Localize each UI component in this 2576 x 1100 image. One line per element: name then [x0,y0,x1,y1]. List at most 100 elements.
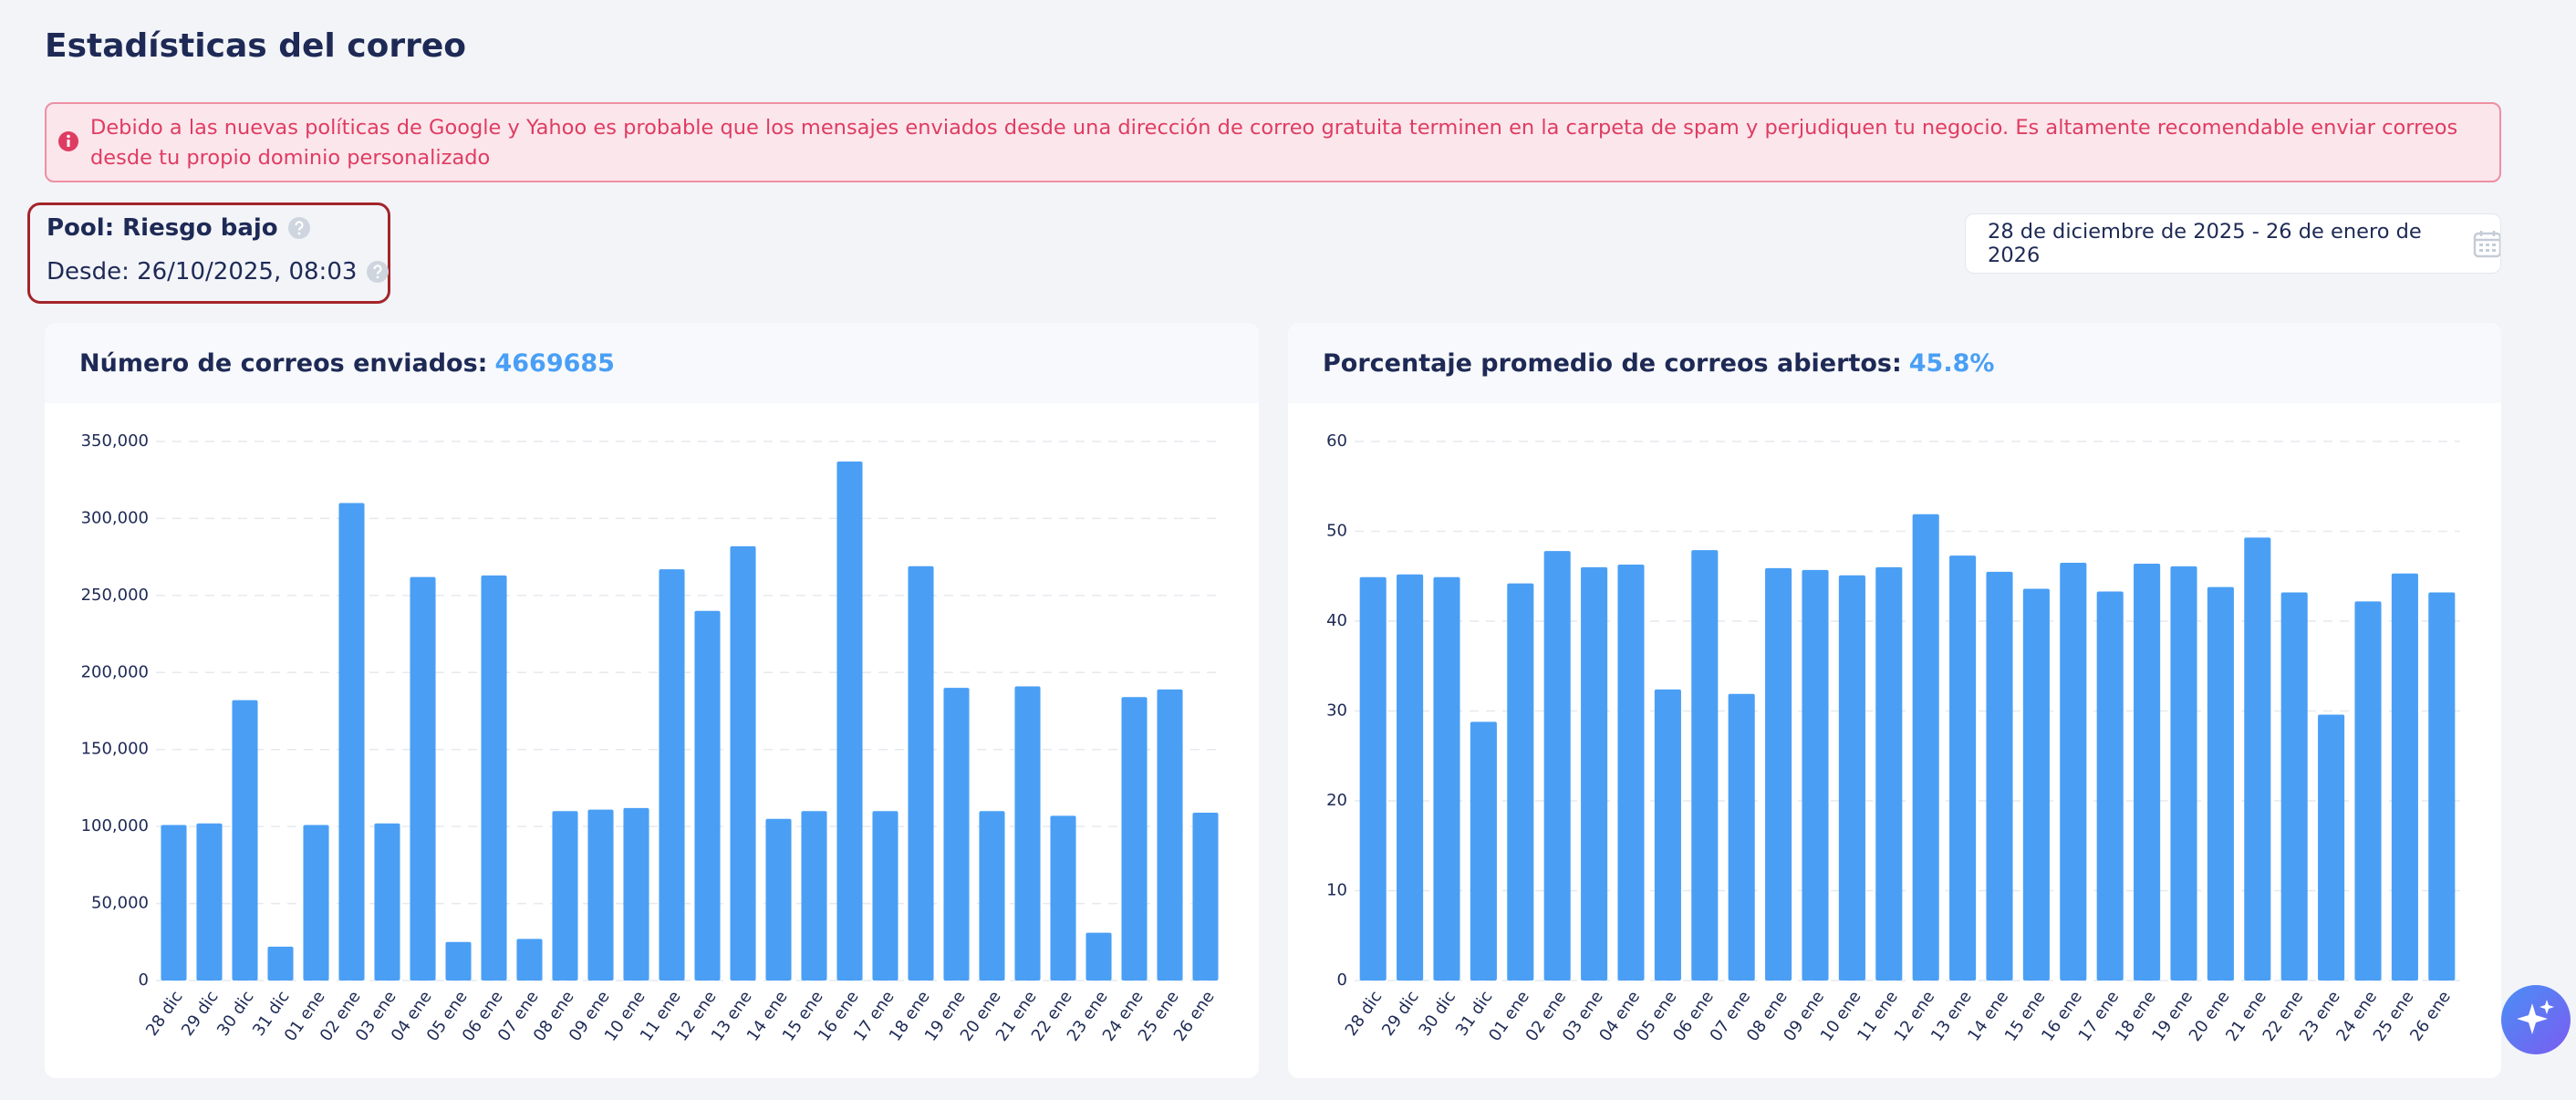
bar [1543,551,1571,981]
bar [303,825,329,981]
y-tick-label: 50 [1326,522,1347,541]
bar [374,823,400,981]
bar [694,610,721,981]
bar [1507,583,1534,981]
bar [232,700,258,981]
bar [2280,592,2308,981]
bar [2244,537,2271,981]
bar [2022,588,2050,981]
help-icon[interactable] [287,216,311,240]
bar [1949,555,1977,981]
bar [765,818,792,981]
x-tick-label: 28 dic [142,988,187,1040]
bar [1433,576,1460,981]
bar [623,807,649,981]
chart-title: Número de correos enviados: [79,348,488,378]
help-icon[interactable] [366,260,390,284]
bar [196,823,223,981]
bar [836,461,863,981]
bar [1014,686,1041,981]
bar [943,688,970,981]
bar [2060,562,2087,981]
bar [587,809,614,981]
y-tick-label: 250,000 [81,586,149,605]
bar [516,939,543,981]
bar [1838,575,1865,981]
bar [979,811,1005,981]
chart-title: Porcentaje promedio de correos abiertos: [1323,348,1902,378]
bar [1654,689,1681,981]
page-title: Estadísticas del correo [45,27,466,65]
pool-since: Desde: 26/10/2025, 08:03 [47,258,358,285]
date-range-picker[interactable]: 28 de diciembre de 2025 - 26 de enero de… [1965,213,2501,274]
alert-text: Debido a las nuevas políticas de Google … [90,116,2458,170]
bar [2354,601,2382,981]
bar [1397,574,1424,981]
bar [801,811,827,981]
chart-highlight: 4669685 [494,348,615,378]
bar [2134,563,2161,981]
bar [730,545,756,981]
bar [445,941,472,981]
bar [2318,714,2345,981]
bar [1802,569,1829,981]
x-tick-label: 29 dic [178,988,223,1040]
bar [659,569,685,981]
y-tick-label: 50,000 [91,894,149,913]
date-range-text: 28 de diciembre de 2025 - 26 de enero de… [1988,220,2422,267]
bar [1617,564,1645,981]
bar [1085,932,1112,981]
y-tick-label: 40 [1326,611,1347,630]
pool-box: Pool: Riesgo bajo Desde: 26/10/2025, 08:… [27,202,390,304]
bar [1581,566,1608,981]
x-tick-label: 29 dic [1378,988,1423,1040]
y-tick-label: 150,000 [81,740,149,759]
bar [1121,697,1148,981]
bar [1192,812,1219,981]
bar [1157,689,1183,981]
bar [1986,571,2013,981]
bar [552,811,578,981]
bar [1359,576,1387,981]
bar [1050,815,1076,981]
bar [161,825,187,981]
card-header: Porcentaje promedio de correos abiertos:… [1288,323,2501,403]
card-header: Número de correos enviados: 4669685 [45,323,1259,403]
y-tick-label: 60 [1326,431,1347,451]
calendar-icon [2473,231,2500,258]
bar [872,811,898,981]
bar [908,566,934,981]
pool-label: Pool: Riesgo bajo [47,214,278,242]
bar [1470,721,1497,981]
bar [2096,591,2124,981]
bar [410,576,436,981]
bar [1691,550,1719,981]
y-tick-label: 200,000 [81,662,149,681]
x-tick-label: 30 dic [213,988,258,1040]
chart-highlight: 45.8% [1908,348,1995,378]
y-tick-label: 350,000 [81,431,149,451]
bar [2170,566,2197,981]
bar [1912,514,1939,981]
y-tick-label: 10 [1326,881,1347,900]
bar [1765,567,1792,981]
y-tick-label: 100,000 [81,816,149,835]
y-tick-label: 20 [1326,791,1347,810]
sparkle-icon [2517,1000,2554,1034]
bar [2428,592,2456,981]
bar [338,503,365,981]
bar [267,946,294,981]
info-icon [58,131,78,151]
assistant-button[interactable] [2501,985,2571,1054]
y-tick-label: 300,000 [81,508,149,527]
bar [1728,693,1755,981]
x-tick-label: 28 dic [1342,988,1387,1040]
x-tick-label: 30 dic [1415,988,1459,1040]
bar [1875,566,1903,981]
bar [2391,573,2418,981]
alert-banner: Debido a las nuevas políticas de Google … [45,102,2501,182]
y-tick-label: 0 [1337,970,1347,990]
y-tick-label: 0 [139,970,149,990]
bar [2207,586,2234,981]
